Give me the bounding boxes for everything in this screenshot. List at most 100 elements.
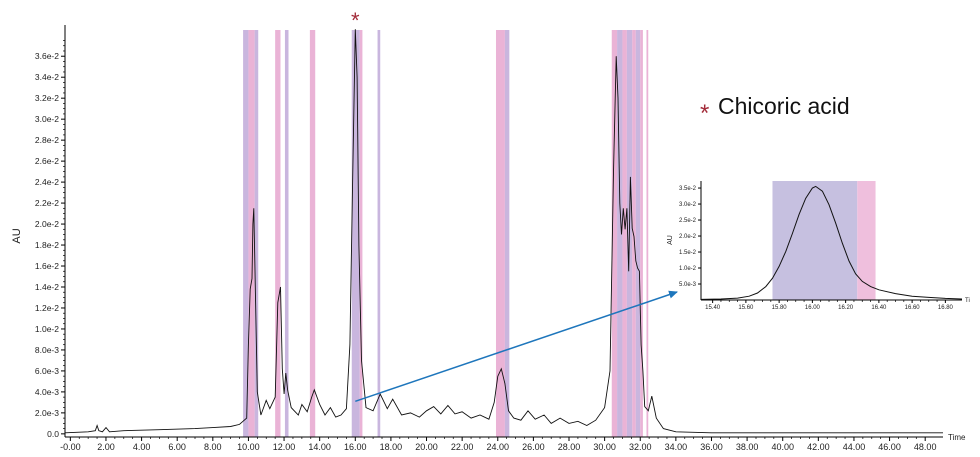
main-y-tick-label: 8.0e-3 bbox=[35, 345, 59, 355]
main-x-tick-label: 10.00 bbox=[237, 442, 260, 452]
main-highlight-band bbox=[243, 30, 249, 437]
main-x-tick-label: 4.00 bbox=[133, 442, 151, 452]
main-y-tick-label: 6.0e-3 bbox=[35, 366, 59, 376]
compound-legend-asterisk: * bbox=[700, 100, 709, 127]
inset-x-tick-label: 15.80 bbox=[772, 305, 788, 311]
main-x-ticks: -0.00 2.00 4.00 6.00 8.00 10.00 12.00 14.00 16.0… bbox=[60, 437, 936, 452]
main-y-tick-label: 4.0e-3 bbox=[35, 387, 59, 397]
main-highlight-band bbox=[248, 30, 255, 437]
main-x-tick-label: 34.00 bbox=[665, 442, 688, 452]
inset-x-tick-label: 16.00 bbox=[805, 305, 821, 311]
main-y-tick-label: 1.8e-2 bbox=[35, 240, 59, 250]
main-x-tick-label: 42.00 bbox=[807, 442, 830, 452]
main-highlight-band bbox=[617, 30, 623, 437]
inset-highlight-bands bbox=[772, 181, 876, 300]
main-y-tick-label: 0.0 bbox=[47, 429, 59, 439]
main-x-tick-label: 18.00 bbox=[380, 442, 403, 452]
main-x-tick-label: 40.00 bbox=[771, 442, 794, 452]
main-x-tick-label: 20.00 bbox=[415, 442, 438, 452]
main-x-tick-label: 38.00 bbox=[736, 442, 759, 452]
main-x-tick-label: 16.00 bbox=[344, 442, 367, 452]
inset-x-tick-label: 16.60 bbox=[905, 305, 921, 311]
main-chromatogram: -0.00 2.00 4.00 6.00 8.00 10.00 12.00 14.00 16.0… bbox=[11, 8, 966, 452]
main-highlight-band bbox=[635, 30, 641, 437]
inset-y-tick-label: 2.0e-2 bbox=[679, 234, 697, 240]
inset-x-tick-label: 16.40 bbox=[871, 305, 887, 311]
inset-y-axis-label: AU bbox=[667, 235, 674, 245]
compound-legend: * Chicoric acid bbox=[700, 93, 850, 127]
main-y-tick-label: 2.6e-2 bbox=[35, 156, 59, 166]
main-x-tick-label: 32.00 bbox=[629, 442, 652, 452]
main-y-tick-label: 3.6e-2 bbox=[35, 51, 59, 61]
inset-x-axis-label: Ti bbox=[965, 298, 970, 304]
main-x-tick-label: 30.00 bbox=[593, 442, 616, 452]
main-x-tick-label: 24.00 bbox=[487, 442, 510, 452]
main-highlight-band bbox=[495, 30, 505, 437]
main-x-tick-label: 22.00 bbox=[451, 442, 474, 452]
main-x-tick-label: 26.00 bbox=[522, 442, 545, 452]
main-x-tick-label: 8.00 bbox=[204, 442, 222, 452]
main-highlight-band bbox=[622, 30, 627, 437]
inset-y-tick-label: 2.5e-2 bbox=[679, 218, 697, 224]
main-highlight-band bbox=[359, 30, 363, 437]
main-y-tick-label: 3.0e-2 bbox=[35, 114, 59, 124]
main-x-tick-label: 28.00 bbox=[558, 442, 581, 452]
main-highlight-band bbox=[640, 30, 643, 437]
inset-y-tick-label: 1.5e-2 bbox=[679, 250, 697, 256]
inset-x-tick-label: 15.60 bbox=[738, 305, 754, 311]
peak-marker-asterisk: * bbox=[351, 8, 360, 33]
main-highlight-bands bbox=[243, 30, 649, 437]
main-y-tick-label: 3.4e-2 bbox=[35, 72, 59, 82]
main-x-tick-label: 44.00 bbox=[843, 442, 866, 452]
main-y-tick-label: 1.6e-2 bbox=[35, 261, 59, 271]
inset-y-tick-label: 3.0e-2 bbox=[679, 202, 697, 208]
main-highlight-band bbox=[504, 30, 510, 437]
main-x-tick-label: 36.00 bbox=[700, 442, 723, 452]
inset-x-ticks: 15.40 15.60 15.80 16.00 16.20 16.40 16.60 16.80 bbox=[705, 300, 954, 311]
inset-highlight-band bbox=[857, 181, 876, 300]
inset-x-tick-label: 16.20 bbox=[838, 305, 854, 311]
main-highlight-band bbox=[632, 30, 636, 437]
main-chromatogram-trace bbox=[64, 29, 943, 434]
main-x-tick-label: 6.00 bbox=[168, 442, 186, 452]
main-highlight-band bbox=[646, 30, 649, 437]
main-highlight-band bbox=[611, 30, 618, 437]
main-y-tick-label: 3.2e-2 bbox=[35, 93, 59, 103]
inset-chromatogram-trace bbox=[700, 185, 963, 300]
main-y-tick-label: 2.8e-2 bbox=[35, 135, 59, 145]
main-y-tick-label: 1.0e-2 bbox=[35, 324, 59, 334]
main-y-ticks: 0.0 2.0e-3 4.0e-3 6.0e-3 8.0e-3 1.0e-2 1.2e-2 1… bbox=[35, 40, 65, 439]
main-highlight-band bbox=[275, 30, 281, 437]
main-y-tick-label: 1.4e-2 bbox=[35, 282, 59, 292]
main-y-tick-label: 2.2e-2 bbox=[35, 198, 59, 208]
main-axes bbox=[64, 25, 943, 438]
inset-x-tick-label: 15.40 bbox=[705, 305, 721, 311]
main-highlight-band bbox=[309, 30, 316, 437]
main-y-tick-label: 2.4e-2 bbox=[35, 177, 59, 187]
zoom-arrow-line bbox=[355, 290, 678, 403]
inset-y-ticks: 5.0e-3 1.0e-2 1.5e-2 2.0e-2 2.5e-2 3.0e-2 3.5e… bbox=[679, 186, 701, 288]
inset-highlight-band bbox=[772, 181, 858, 300]
main-x-tick-label: 12.00 bbox=[273, 442, 296, 452]
inset-x-tick-label: 16.80 bbox=[938, 305, 954, 311]
inset-y-tick-label: 1.0e-2 bbox=[679, 266, 697, 272]
main-highlight-band bbox=[254, 30, 259, 437]
main-highlight-band bbox=[377, 30, 381, 437]
inset-y-tick-label: 3.5e-2 bbox=[679, 186, 697, 192]
main-x-tick-label: 48.00 bbox=[914, 442, 937, 452]
inset-zoom-chromatogram: 15.40 15.60 15.80 16.00 16.20 16.40 16.60 16.80… bbox=[667, 181, 970, 311]
main-highlight-band bbox=[351, 30, 360, 437]
zoom-arrow bbox=[355, 290, 678, 403]
main-y-tick-label: 1.2e-2 bbox=[35, 303, 59, 313]
main-y-tick-label: 2.0e-3 bbox=[35, 408, 59, 418]
main-highlight-band bbox=[284, 30, 289, 437]
main-x-tick-label: 2.00 bbox=[97, 442, 115, 452]
main-y-axis-label: AU bbox=[11, 228, 23, 243]
main-x-tick-label: -0.00 bbox=[60, 442, 81, 452]
compound-legend-label: Chicoric acid bbox=[718, 93, 850, 119]
main-x-tick-label: 14.00 bbox=[308, 442, 331, 452]
inset-y-tick-label: 5.0e-3 bbox=[679, 282, 697, 288]
main-x-axis-label: Time bbox=[948, 433, 966, 442]
main-x-tick-label: 46.00 bbox=[878, 442, 901, 452]
